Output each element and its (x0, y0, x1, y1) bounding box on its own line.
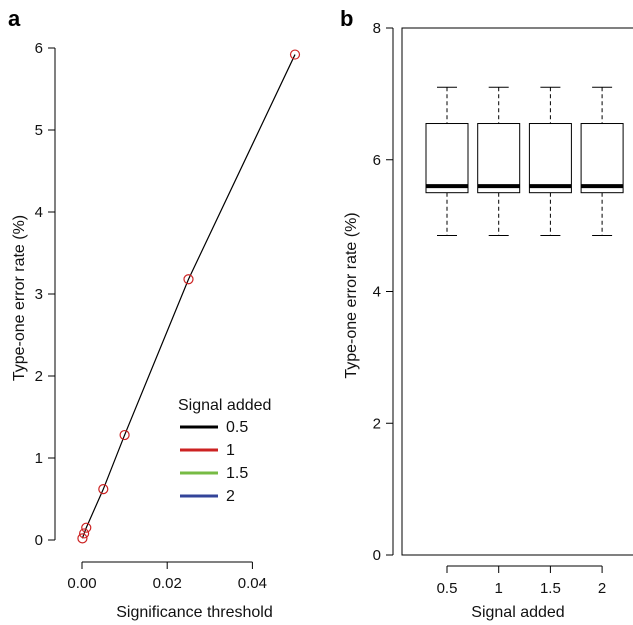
panel-a-y-axis: 0 1 2 3 4 5 6 (35, 40, 56, 549)
legend-label: 0.5 (226, 419, 248, 436)
x-tick-label: 0.04 (238, 575, 267, 592)
y-tick-label: 0 (373, 547, 381, 564)
y-tick-label: 6 (35, 40, 43, 57)
panel-a-legend: Signal added 0.5 1 1.5 2 (178, 397, 271, 505)
x-tick-label: 0.5 (437, 580, 458, 597)
panel-a-plot: 0 1 2 3 4 5 6 0.00 0.02 0.04 Significance thresh… (11, 40, 301, 621)
data-point (98, 484, 109, 495)
panel-a-letter: a (8, 6, 21, 31)
series-line (81, 54, 296, 539)
box-body (477, 123, 521, 194)
box-body (425, 123, 469, 194)
x-tick-label: 1.5 (540, 580, 561, 597)
x-tick-label: 0.00 (67, 575, 96, 592)
data-point (81, 522, 92, 533)
data-point (77, 533, 88, 544)
panel-b-plot: 0 2 4 6 8 0.5 1 1.5 2 Signal added Type-one err… (343, 20, 633, 621)
panel-b-y-axis-title: Type-one error rate (%) (343, 212, 360, 378)
panel-b-x-axis-title: Signal added (471, 604, 564, 621)
box-body (528, 123, 572, 194)
box-plot (580, 86, 624, 237)
y-tick-label: 2 (35, 368, 43, 385)
data-point (183, 274, 194, 285)
panel-a-y-axis-title: Type-one error rate (%) (11, 215, 28, 381)
x-tick-label: 2 (598, 580, 606, 597)
plot-frame (401, 27, 633, 556)
panel-b-y-axis: 0 2 4 6 8 (373, 20, 394, 564)
data-point (79, 528, 90, 539)
y-tick-label: 2 (373, 415, 381, 432)
x-tick-label: 0.02 (153, 575, 182, 592)
box-body (580, 123, 624, 194)
y-tick-label: 8 (373, 20, 381, 37)
panel-a-x-axis: 0.00 0.02 0.04 (67, 561, 267, 592)
panel-b-x-axis: 0.5 1 1.5 2 (437, 565, 606, 597)
panel-a-x-axis-title: Significance threshold (116, 604, 273, 621)
y-tick-label: 4 (373, 284, 381, 301)
y-tick-label: 6 (373, 152, 381, 169)
y-tick-label: 5 (35, 122, 43, 139)
box-plot (528, 86, 572, 237)
legend-label: 1.5 (226, 465, 248, 482)
y-tick-label: 0 (35, 532, 43, 549)
x-tick-label: 1 (495, 580, 503, 597)
data-point (289, 49, 301, 60)
y-tick-label: 4 (35, 204, 43, 221)
panel-a-series (77, 49, 301, 544)
data-point (119, 429, 130, 441)
legend-title: Signal added (178, 397, 271, 414)
legend-label: 1 (226, 442, 235, 459)
y-tick-label: 3 (35, 286, 43, 303)
panel-b-boxes (425, 86, 624, 237)
panel-b-frame (401, 27, 633, 556)
box-plot (477, 86, 521, 237)
legend-label: 2 (226, 488, 235, 505)
box-plot (425, 86, 469, 237)
y-tick-label: 1 (35, 450, 43, 467)
panel-b-letter: b (340, 6, 353, 31)
